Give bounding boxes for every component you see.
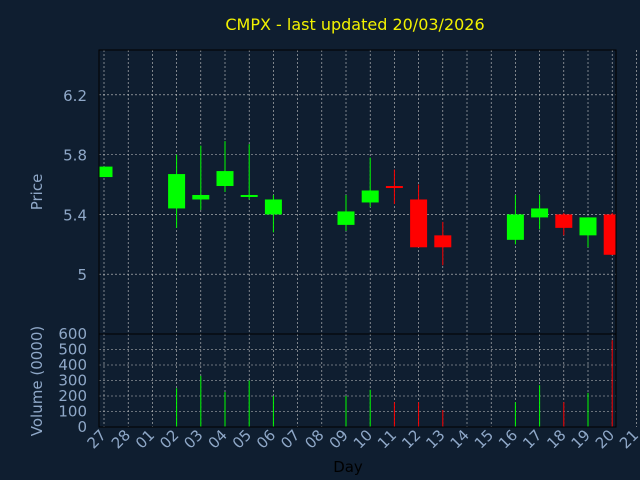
candle-body xyxy=(216,171,234,187)
candle-body xyxy=(240,194,258,197)
candle-body xyxy=(192,194,210,200)
price-tick-label: 5.8 xyxy=(63,147,87,165)
volume-tick-label: 100 xyxy=(58,403,87,421)
candle-body xyxy=(579,217,597,236)
volume-tick-label: 400 xyxy=(58,356,87,374)
candle-body xyxy=(434,235,452,248)
volume-tick-label: 600 xyxy=(58,325,87,343)
price-y-ticks: 5 5.4 5.8 6.2 xyxy=(63,87,87,284)
candle-body xyxy=(506,214,524,240)
candle-body xyxy=(555,214,573,228)
volume-tick-label: 300 xyxy=(58,372,87,390)
candle-body xyxy=(531,208,549,218)
chart-title: CMPX - last updated 20/03/2026 xyxy=(225,15,484,34)
volume-tick-label: 200 xyxy=(58,387,87,405)
candle-body xyxy=(361,190,379,203)
price-tick-label: 5.4 xyxy=(63,206,87,224)
volume-plot-frame xyxy=(98,333,617,428)
candle-body xyxy=(264,199,282,215)
candle-body xyxy=(410,199,428,248)
price-candles xyxy=(99,141,616,266)
price-axis-label: Price xyxy=(28,174,46,211)
price-grid xyxy=(99,50,637,334)
volume-tick-label: 0 xyxy=(77,418,87,436)
price-tick-label: 5 xyxy=(77,266,87,284)
candle-body xyxy=(603,214,616,255)
candle-body xyxy=(168,174,186,209)
volume-tick-label: 500 xyxy=(58,341,87,359)
candle-body xyxy=(337,211,355,225)
x-axis-label: Day xyxy=(333,458,363,476)
x-axis-ticks: 2728010203040506070809101112131415161718… xyxy=(84,426,640,452)
price-tick-label: 6.2 xyxy=(63,87,87,105)
volume-bars xyxy=(176,340,613,427)
volume-axis-label: Volume (0000) xyxy=(28,326,46,436)
candle-body xyxy=(99,166,113,178)
candle-body xyxy=(385,186,403,189)
